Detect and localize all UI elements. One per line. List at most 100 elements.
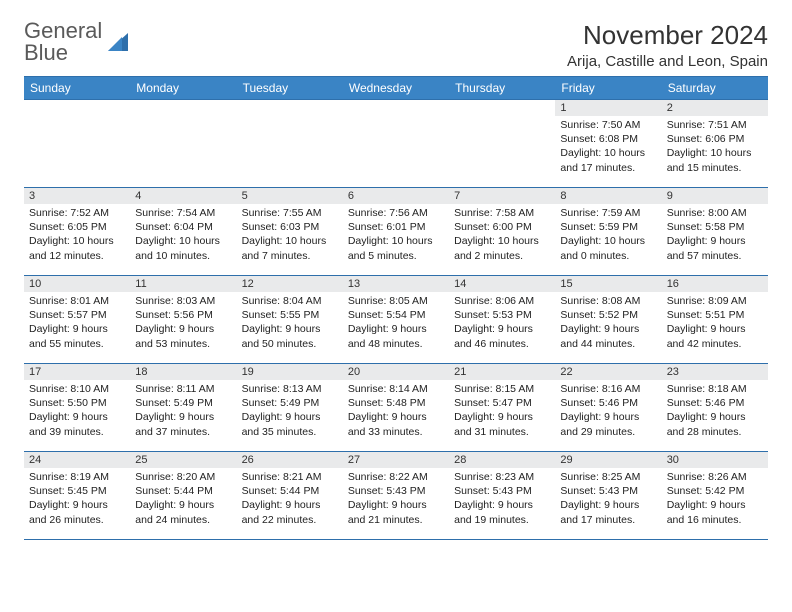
header: General Blue November 2024 Arija, Castil… [24,20,768,70]
day-number: 26 [237,452,343,468]
day-details: Sunrise: 8:18 AMSunset: 5:46 PMDaylight:… [662,380,768,443]
day-number: 12 [237,276,343,292]
calendar-cell: 29Sunrise: 8:25 AMSunset: 5:43 PMDayligh… [555,452,661,540]
calendar-cell [130,100,236,188]
calendar-cell: 20Sunrise: 8:14 AMSunset: 5:48 PMDayligh… [343,364,449,452]
calendar-cell: 25Sunrise: 8:20 AMSunset: 5:44 PMDayligh… [130,452,236,540]
weekday-header: Monday [130,77,236,100]
calendar-cell: 14Sunrise: 8:06 AMSunset: 5:53 PMDayligh… [449,276,555,364]
calendar-cell: 17Sunrise: 8:10 AMSunset: 5:50 PMDayligh… [24,364,130,452]
calendar-cell: 16Sunrise: 8:09 AMSunset: 5:51 PMDayligh… [662,276,768,364]
day-details: Sunrise: 7:58 AMSunset: 6:00 PMDaylight:… [449,204,555,267]
day-details: Sunrise: 7:51 AMSunset: 6:06 PMDaylight:… [662,116,768,179]
sail-icon [106,29,134,57]
weekday-header: Thursday [449,77,555,100]
weekday-header: Sunday [24,77,130,100]
day-number: 8 [555,188,661,204]
day-number: 28 [449,452,555,468]
brand-word1: General [24,20,102,42]
day-number: 21 [449,364,555,380]
day-number: 9 [662,188,768,204]
day-details: Sunrise: 7:50 AMSunset: 6:08 PMDaylight:… [555,116,661,179]
day-number: 2 [662,100,768,116]
calendar-cell: 10Sunrise: 8:01 AMSunset: 5:57 PMDayligh… [24,276,130,364]
day-number: 24 [24,452,130,468]
day-details: Sunrise: 8:03 AMSunset: 5:56 PMDaylight:… [130,292,236,355]
weekday-header: Tuesday [237,77,343,100]
calendar-cell: 5Sunrise: 7:55 AMSunset: 6:03 PMDaylight… [237,188,343,276]
day-details: Sunrise: 8:09 AMSunset: 5:51 PMDaylight:… [662,292,768,355]
day-number: 13 [343,276,449,292]
day-number: 6 [343,188,449,204]
brand-logo: General Blue [24,20,134,64]
day-number: 1 [555,100,661,116]
day-number: 19 [237,364,343,380]
calendar-cell: 15Sunrise: 8:08 AMSunset: 5:52 PMDayligh… [555,276,661,364]
calendar-week: 24Sunrise: 8:19 AMSunset: 5:45 PMDayligh… [24,452,768,540]
calendar-cell: 27Sunrise: 8:22 AMSunset: 5:43 PMDayligh… [343,452,449,540]
day-details: Sunrise: 8:14 AMSunset: 5:48 PMDaylight:… [343,380,449,443]
day-details: Sunrise: 8:19 AMSunset: 5:45 PMDaylight:… [24,468,130,531]
brand-word2: Blue [24,42,102,64]
calendar-cell: 9Sunrise: 8:00 AMSunset: 5:58 PMDaylight… [662,188,768,276]
calendar-cell: 8Sunrise: 7:59 AMSunset: 5:59 PMDaylight… [555,188,661,276]
title-block: November 2024 Arija, Castille and Leon, … [567,20,768,70]
day-number: 10 [24,276,130,292]
day-details: Sunrise: 8:06 AMSunset: 5:53 PMDaylight:… [449,292,555,355]
day-details: Sunrise: 8:11 AMSunset: 5:49 PMDaylight:… [130,380,236,443]
calendar-cell: 22Sunrise: 8:16 AMSunset: 5:46 PMDayligh… [555,364,661,452]
day-details: Sunrise: 8:23 AMSunset: 5:43 PMDaylight:… [449,468,555,531]
day-number: 22 [555,364,661,380]
day-details: Sunrise: 7:55 AMSunset: 6:03 PMDaylight:… [237,204,343,267]
calendar-cell: 23Sunrise: 8:18 AMSunset: 5:46 PMDayligh… [662,364,768,452]
calendar-cell: 28Sunrise: 8:23 AMSunset: 5:43 PMDayligh… [449,452,555,540]
calendar-cell: 30Sunrise: 8:26 AMSunset: 5:42 PMDayligh… [662,452,768,540]
day-number: 25 [130,452,236,468]
calendar-week: 17Sunrise: 8:10 AMSunset: 5:50 PMDayligh… [24,364,768,452]
calendar-cell: 4Sunrise: 7:54 AMSunset: 6:04 PMDaylight… [130,188,236,276]
calendar-week: 10Sunrise: 8:01 AMSunset: 5:57 PMDayligh… [24,276,768,364]
calendar-cell: 26Sunrise: 8:21 AMSunset: 5:44 PMDayligh… [237,452,343,540]
weekday-row: SundayMondayTuesdayWednesdayThursdayFrid… [24,77,768,100]
calendar-cell: 24Sunrise: 8:19 AMSunset: 5:45 PMDayligh… [24,452,130,540]
calendar-cell: 1Sunrise: 7:50 AMSunset: 6:08 PMDaylight… [555,100,661,188]
calendar-cell: 21Sunrise: 8:15 AMSunset: 5:47 PMDayligh… [449,364,555,452]
day-number: 14 [449,276,555,292]
day-number: 17 [24,364,130,380]
day-number: 3 [24,188,130,204]
day-number: 15 [555,276,661,292]
calendar-cell: 12Sunrise: 8:04 AMSunset: 5:55 PMDayligh… [237,276,343,364]
month-title: November 2024 [567,20,768,51]
calendar-week: 1Sunrise: 7:50 AMSunset: 6:08 PMDaylight… [24,100,768,188]
day-number: 27 [343,452,449,468]
calendar-body: 1Sunrise: 7:50 AMSunset: 6:08 PMDaylight… [24,100,768,540]
calendar-cell [24,100,130,188]
day-details: Sunrise: 8:05 AMSunset: 5:54 PMDaylight:… [343,292,449,355]
day-number: 16 [662,276,768,292]
calendar-cell [343,100,449,188]
day-details: Sunrise: 8:00 AMSunset: 5:58 PMDaylight:… [662,204,768,267]
calendar-table: SundayMondayTuesdayWednesdayThursdayFrid… [24,76,768,540]
calendar-cell: 18Sunrise: 8:11 AMSunset: 5:49 PMDayligh… [130,364,236,452]
calendar-cell: 11Sunrise: 8:03 AMSunset: 5:56 PMDayligh… [130,276,236,364]
day-details: Sunrise: 8:25 AMSunset: 5:43 PMDaylight:… [555,468,661,531]
day-details: Sunrise: 7:54 AMSunset: 6:04 PMDaylight:… [130,204,236,267]
day-number: 20 [343,364,449,380]
day-number: 23 [662,364,768,380]
calendar-cell [449,100,555,188]
day-number: 5 [237,188,343,204]
day-number: 4 [130,188,236,204]
day-number: 29 [555,452,661,468]
day-details: Sunrise: 7:56 AMSunset: 6:01 PMDaylight:… [343,204,449,267]
day-number: 18 [130,364,236,380]
weekday-header: Friday [555,77,661,100]
calendar-cell: 6Sunrise: 7:56 AMSunset: 6:01 PMDaylight… [343,188,449,276]
day-details: Sunrise: 7:52 AMSunset: 6:05 PMDaylight:… [24,204,130,267]
calendar-cell: 3Sunrise: 7:52 AMSunset: 6:05 PMDaylight… [24,188,130,276]
day-number: 30 [662,452,768,468]
weekday-header: Wednesday [343,77,449,100]
day-number: 11 [130,276,236,292]
day-details: Sunrise: 8:04 AMSunset: 5:55 PMDaylight:… [237,292,343,355]
day-details: Sunrise: 8:22 AMSunset: 5:43 PMDaylight:… [343,468,449,531]
day-details: Sunrise: 8:10 AMSunset: 5:50 PMDaylight:… [24,380,130,443]
